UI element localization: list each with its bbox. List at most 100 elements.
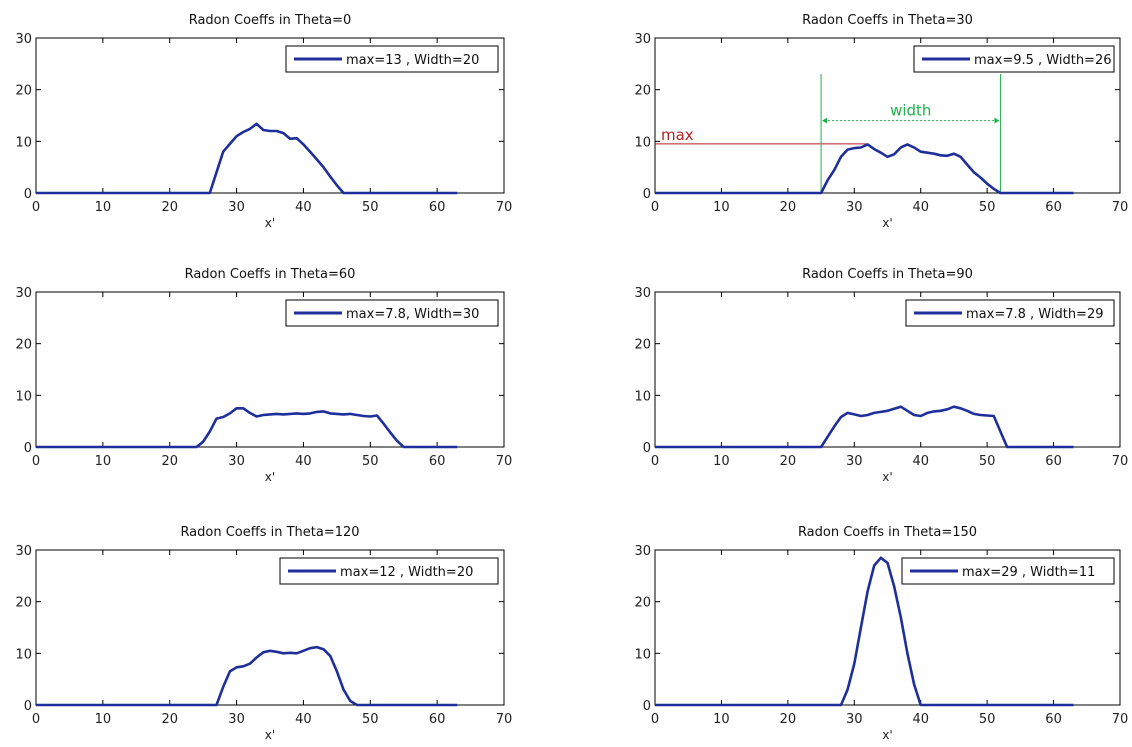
data-point [303, 650, 305, 652]
data-point [860, 415, 862, 417]
data-point [834, 169, 836, 171]
data-point [269, 130, 271, 132]
legend-label: max=12 , Width=20 [340, 565, 473, 580]
data-point [966, 410, 968, 412]
data-point [296, 653, 298, 655]
x-tick-label: 20 [780, 712, 797, 727]
data-point [356, 414, 358, 416]
data-point [35, 192, 37, 194]
data-point [329, 655, 331, 657]
data-point [900, 147, 902, 149]
y-tick-label: 0 [643, 187, 651, 202]
data-point [993, 415, 995, 417]
data-point [229, 413, 231, 415]
data-point [283, 414, 285, 416]
data-point [986, 183, 988, 185]
subplot-3: 0 10 20 30 40 50 60 70 0 10 20 30 Radon Coeffs in Th… [15, 267, 512, 484]
y-tick-label: 10 [15, 647, 32, 662]
x-tick-label: 60 [1045, 712, 1062, 727]
data-point [1073, 446, 1075, 448]
data-point [920, 151, 922, 153]
x-tick-label: 30 [228, 454, 245, 469]
y-tick-label: 20 [15, 84, 32, 99]
x-tick-label: 50 [362, 200, 379, 215]
data-point [920, 704, 922, 706]
x-axis-label: x' [882, 728, 892, 742]
y-tick-label: 20 [15, 338, 32, 353]
data-point [893, 585, 895, 587]
legend-label: max=7.8 , Width=29 [966, 307, 1104, 322]
x-tick-label: 40 [912, 712, 929, 727]
y-tick-label: 20 [634, 338, 651, 353]
data-point [654, 704, 656, 706]
data-point [887, 562, 889, 564]
data-point [269, 414, 271, 416]
data-point [654, 192, 656, 194]
x-tick-label: 40 [912, 200, 929, 215]
y-tick-label: 20 [634, 84, 651, 99]
data-point [376, 415, 378, 417]
data-point [229, 143, 231, 145]
x-axis-label: x' [265, 216, 275, 230]
x-tick-label: 60 [429, 454, 446, 469]
series-line [36, 645, 458, 707]
x-axis-label: x' [882, 470, 892, 484]
subplot-5: 0 10 20 30 40 50 60 70 0 10 20 30 Radon Coeffs in Th… [15, 525, 512, 742]
data-point [336, 413, 338, 415]
data-point [349, 413, 351, 415]
data-point [276, 413, 278, 415]
chart-title: Radon Coeffs in Theta=30 [802, 13, 973, 28]
data-point [933, 411, 935, 413]
y-tick-label: 30 [15, 32, 32, 47]
data-point [263, 652, 265, 654]
x-tick-label: 70 [1112, 454, 1129, 469]
x-tick-label: 30 [228, 200, 245, 215]
series-line [655, 143, 1074, 195]
data-point [209, 192, 211, 194]
data-point [456, 704, 458, 706]
data-point [343, 689, 345, 691]
data-point [900, 406, 902, 408]
x-tick-label: 70 [1112, 200, 1129, 215]
data-point [263, 414, 265, 416]
data-point [927, 412, 929, 414]
data-point [390, 432, 392, 434]
data-point [840, 704, 842, 706]
x-tick-label: 0 [32, 454, 40, 469]
data-point [222, 416, 224, 418]
data-point [216, 172, 218, 174]
data-point [1000, 431, 1002, 433]
data-point [973, 413, 975, 415]
data-point [880, 557, 882, 559]
subplot-1: 0 10 20 30 40 50 60 70 0 10 20 30 Radon Coeffs in Th… [15, 13, 512, 230]
data-point [296, 413, 298, 415]
data-point [853, 663, 855, 665]
legend-label: max=9.5 , Width=26 [974, 53, 1112, 68]
chart-title: Radon Coeffs in Theta=150 [798, 525, 977, 540]
x-tick-label: 40 [295, 712, 312, 727]
data-point [953, 406, 955, 408]
data-point [913, 147, 915, 149]
data-point [927, 152, 929, 154]
x-tick-label: 30 [846, 454, 863, 469]
data-point [316, 159, 318, 161]
data-point [316, 411, 318, 413]
x-tick-label: 20 [161, 712, 178, 727]
x-tick-label: 60 [429, 200, 446, 215]
data-point [242, 665, 244, 667]
data-point [873, 565, 875, 567]
y-tick-label: 10 [634, 647, 651, 662]
y-tick-label: 10 [15, 389, 32, 404]
data-point [907, 144, 909, 146]
data-point [940, 154, 942, 156]
data-point [953, 153, 955, 155]
x-tick-label: 40 [295, 454, 312, 469]
data-point [236, 666, 238, 668]
data-point [256, 416, 258, 418]
data-point [256, 657, 258, 659]
x-tick-label: 70 [1112, 712, 1129, 727]
data-point [907, 653, 909, 655]
data-point [343, 414, 345, 416]
x-tick-label: 30 [846, 712, 863, 727]
data-point [980, 414, 982, 416]
